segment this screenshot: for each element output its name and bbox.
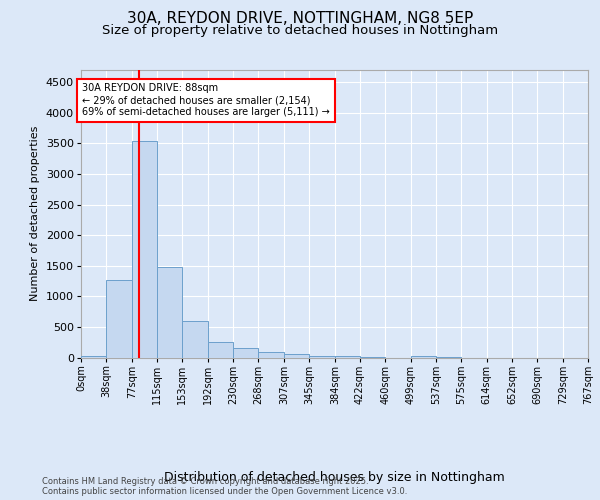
Bar [81,356,106,358]
Bar [182,321,208,358]
Bar [284,354,309,358]
Bar [106,280,132,357]
Bar [208,342,233,357]
Text: Contains HM Land Registry data © Crown copyright and database right 2025.
Contai: Contains HM Land Registry data © Crown c… [42,476,407,496]
Bar [309,356,335,358]
Bar [335,356,360,358]
Text: Size of property relative to detached houses in Nottingham: Size of property relative to detached ho… [102,24,498,37]
Text: 30A REYDON DRIVE: 88sqm
← 29% of detached houses are smaller (2,154)
69% of semi: 30A REYDON DRIVE: 88sqm ← 29% of detache… [82,84,330,116]
Text: 30A, REYDON DRIVE, NOTTINGHAM, NG8 5EP: 30A, REYDON DRIVE, NOTTINGHAM, NG8 5EP [127,11,473,26]
Bar [411,356,436,358]
Y-axis label: Number of detached properties: Number of detached properties [31,126,40,302]
Bar [132,141,157,358]
Bar [157,267,182,358]
Bar [233,348,258,358]
X-axis label: Distribution of detached houses by size in Nottingham: Distribution of detached houses by size … [164,470,505,484]
Bar [258,352,284,358]
